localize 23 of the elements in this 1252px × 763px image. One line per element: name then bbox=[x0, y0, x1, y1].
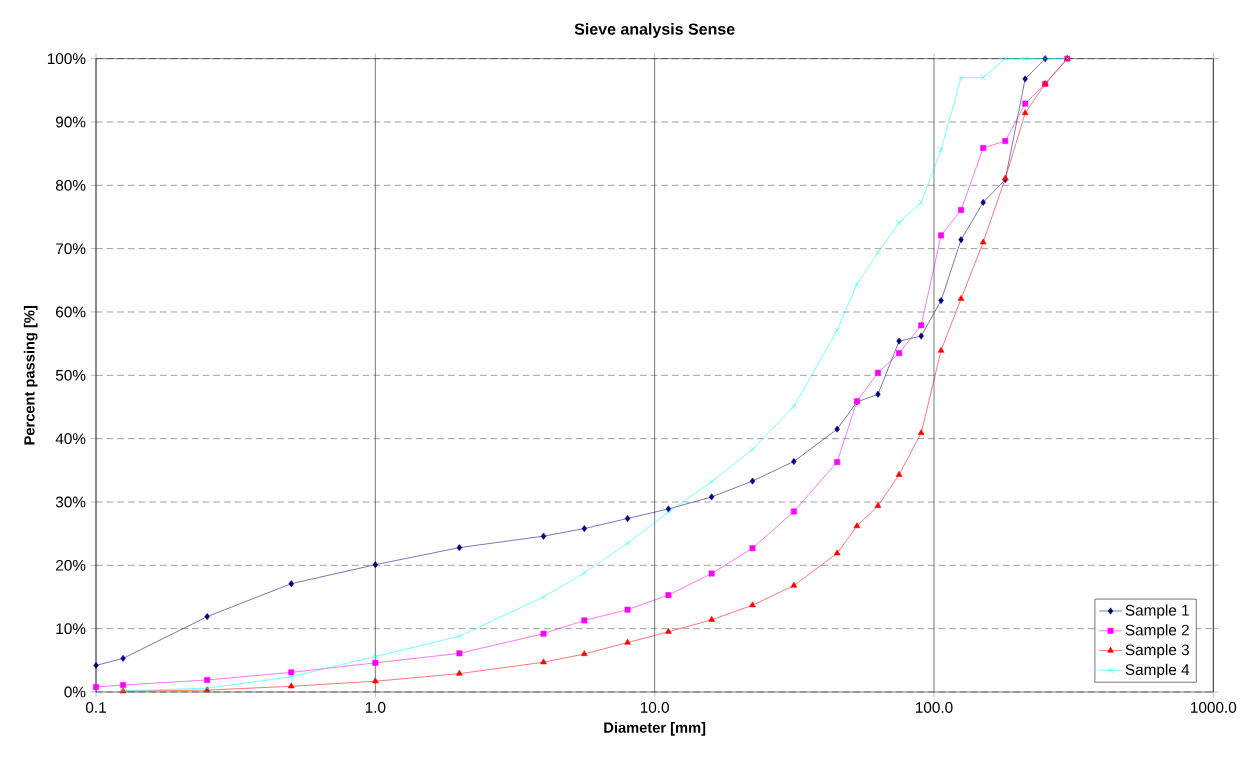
y-tick-label: 100% bbox=[47, 53, 86, 65]
y-tick-label: 20% bbox=[56, 560, 86, 571]
x-tick-label: 10.0 bbox=[640, 702, 669, 714]
legend-label: Sample 2 bbox=[1125, 624, 1189, 639]
x-axis-title: Diameter [mm] bbox=[604, 722, 706, 736]
y-tick-label: 60% bbox=[56, 306, 86, 318]
y-tick-label: 0% bbox=[64, 686, 86, 698]
y-axis-title: Percent passing [%] bbox=[23, 306, 38, 445]
y-tick-label: 40% bbox=[55, 433, 86, 445]
y-tick-label: 90% bbox=[55, 116, 86, 128]
chart-title: Sieve analysis Sense bbox=[574, 23, 735, 39]
x-tick-label: 1.0 bbox=[365, 702, 386, 714]
x-tick-label: 0.1 bbox=[85, 702, 106, 714]
y-tick-label: 80% bbox=[55, 180, 86, 191]
legend-label: Sample 4 bbox=[1125, 663, 1190, 679]
x-tick-label: 100.0 bbox=[915, 702, 953, 714]
y-tick-label: 70% bbox=[56, 243, 86, 255]
y-tick-label: 30% bbox=[55, 496, 86, 508]
legend-label: Sample 1 bbox=[1125, 604, 1189, 619]
y-tick-label: 50% bbox=[55, 370, 86, 381]
x-tick-label: 1000.0 bbox=[1191, 702, 1237, 714]
y-tick-label: 10% bbox=[56, 623, 86, 635]
legend-label: Sample 3 bbox=[1125, 644, 1189, 659]
